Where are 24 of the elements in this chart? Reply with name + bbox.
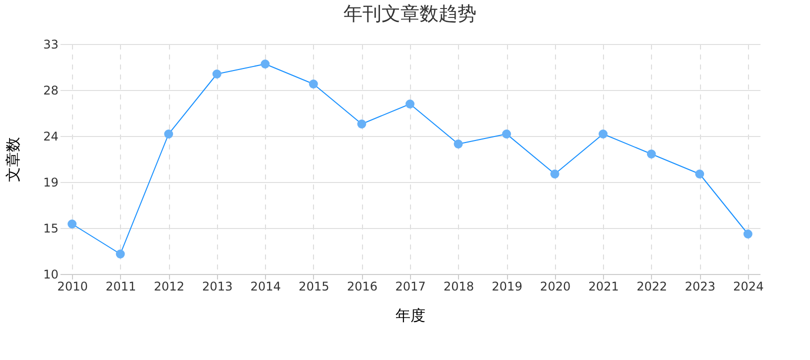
y-tick-label: 19 — [43, 176, 58, 190]
y-tick-label: 33 — [43, 38, 58, 52]
x-tick-label: 2022 — [636, 280, 668, 294]
x-tick-label: 2018 — [444, 280, 474, 294]
x-axis-title: 年度 — [396, 306, 426, 324]
x-tick-label: 2010 — [57, 280, 88, 294]
x-tick-label: 2015 — [298, 280, 330, 294]
x-tick-label: 2016 — [346, 280, 378, 294]
x-tick-label: 2013 — [202, 280, 233, 294]
x-tick-label: 2011 — [106, 280, 136, 294]
x-tick-label: 2014 — [250, 280, 281, 294]
y-tick-label: 28 — [43, 84, 58, 98]
chart-title: 年刊文章数趋势 — [344, 3, 476, 25]
x-tick-label: 2017 — [395, 280, 426, 294]
y-axis-title: 文章数 — [4, 137, 22, 182]
x-tick-label: 2024 — [733, 280, 764, 294]
x-tick-label: 2019 — [492, 280, 522, 294]
y-tick-label: 15 — [43, 222, 58, 236]
x-tick-label: 2023 — [684, 280, 716, 294]
y-tick-label: 24 — [43, 130, 58, 144]
x-tick-label: 2012 — [154, 280, 184, 294]
x-tick-label: 2021 — [588, 280, 619, 294]
y-tick-label: 10 — [43, 268, 58, 282]
x-tick-label: 2020 — [540, 280, 571, 294]
